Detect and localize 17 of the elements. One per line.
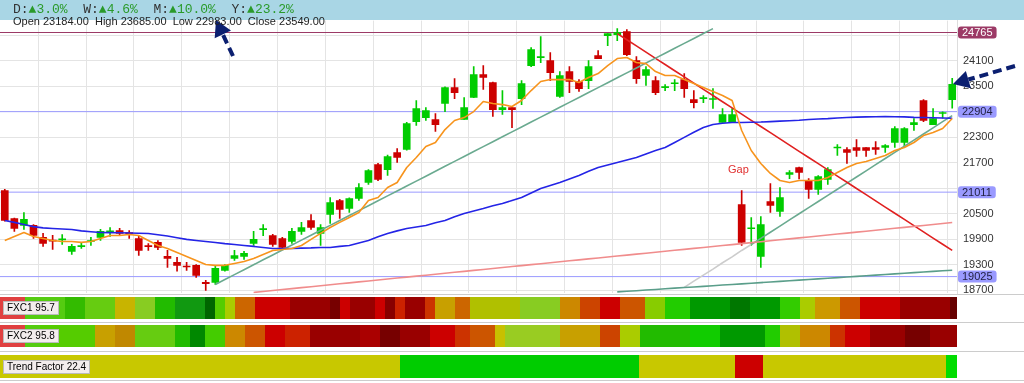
annotation: Gap [728, 163, 749, 175]
y-tick-label: 21700 [963, 155, 994, 168]
ref-line-label: 22904 [962, 105, 993, 118]
ref-line-label: 24765 [962, 26, 993, 39]
text: FXC2 95.8 [3, 329, 59, 343]
y-tick-label: 22300 [963, 130, 994, 143]
y-tick-label: 24100 [963, 53, 994, 66]
text: FXC1 95.7 [3, 301, 59, 315]
chart-title: D:▲3.0% W:▲4.6% M:▲10.0% Y:▲23.2% [13, 2, 294, 17]
text: Trend Factor 22.4 [3, 359, 91, 374]
y-tick-label: 19300 [963, 257, 994, 270]
y-tick-label: 20500 [963, 206, 994, 219]
y-tick-label: 18700 [963, 283, 994, 296]
chart-subtitle: Open 23184.00 High 23685.00 Low 22983.00 Close 23549.00 [13, 15, 325, 27]
ref-line-label: 21011 [962, 185, 992, 198]
y-tick-label: 19900 [963, 232, 994, 245]
ref-line-label: 19025 [962, 270, 993, 283]
